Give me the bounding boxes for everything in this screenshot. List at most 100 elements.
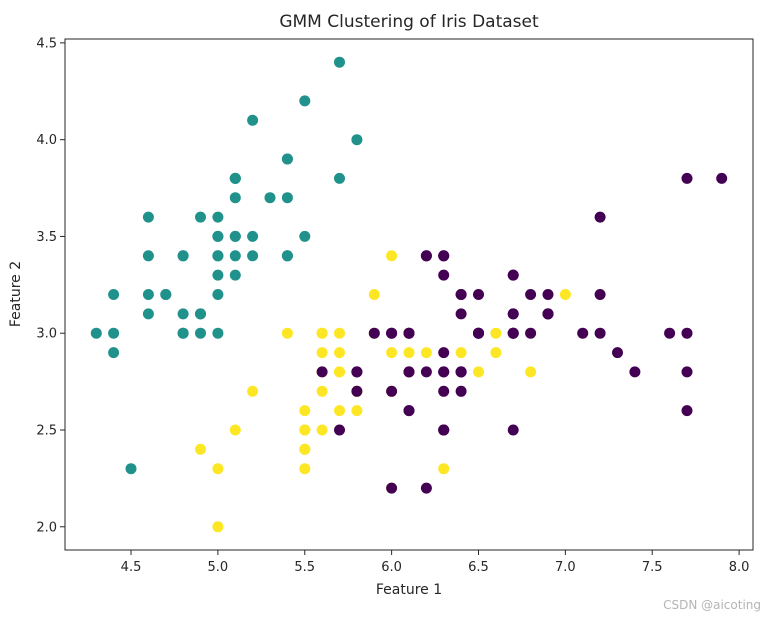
data-point (229, 230, 241, 242)
data-point (247, 230, 259, 242)
data-point (212, 327, 224, 339)
chart-title: GMM Clustering of Iris Dataset (279, 12, 539, 32)
data-point (212, 211, 224, 223)
data-point (229, 192, 241, 204)
data-point (281, 153, 293, 165)
data-point (212, 463, 224, 475)
data-point (212, 230, 224, 242)
data-point (438, 269, 450, 281)
data-point (142, 289, 154, 300)
data-point (420, 482, 432, 494)
data-point (507, 308, 519, 320)
data-point (664, 327, 676, 339)
data-point (299, 424, 311, 436)
data-point (351, 405, 363, 417)
data-point (490, 327, 502, 339)
data-point (177, 308, 189, 320)
data-point (316, 385, 328, 397)
data-point (299, 95, 311, 107)
plot-frame (64, 38, 754, 551)
data-point (247, 114, 259, 126)
data-point (108, 347, 120, 359)
x-tick-label: 5.5 (294, 560, 315, 575)
data-point (316, 347, 328, 359)
data-point (473, 366, 484, 378)
data-point (438, 366, 450, 378)
x-tick-label: 5.0 (208, 560, 229, 575)
data-point (403, 405, 415, 417)
y-tick-label: 2.5 (36, 423, 57, 438)
data-point (160, 289, 172, 300)
data-point (681, 172, 693, 184)
data-point (420, 347, 432, 359)
data-point (334, 56, 345, 68)
data-point (334, 327, 345, 339)
data-point (525, 327, 537, 339)
data-point (351, 134, 363, 146)
y-tick-label: 4.0 (36, 133, 57, 148)
data-point (386, 327, 398, 339)
data-point (455, 366, 467, 378)
data-point (247, 385, 259, 397)
x-tick-label: 7.5 (642, 560, 663, 575)
data-point (403, 347, 415, 359)
data-point (438, 463, 450, 475)
data-point (212, 250, 224, 262)
data-point (525, 289, 537, 300)
data-point (455, 385, 467, 397)
data-point (212, 269, 224, 281)
x-tick-label: 6.5 (468, 560, 489, 575)
data-point (368, 289, 380, 300)
data-point (195, 211, 206, 223)
y-tick-label: 3.5 (36, 230, 57, 245)
data-point (142, 211, 154, 223)
data-point (334, 172, 345, 184)
data-point (229, 172, 241, 184)
data-point (281, 250, 293, 262)
x-axis-label: Feature 1 (376, 582, 442, 598)
data-point (438, 347, 450, 359)
data-point (681, 405, 693, 417)
data-point (542, 289, 554, 300)
data-point (299, 463, 311, 475)
x-tick-label: 7.0 (555, 560, 576, 575)
data-point (299, 230, 311, 242)
data-point (507, 269, 519, 281)
data-point (403, 366, 415, 378)
data-point (195, 308, 206, 320)
data-point (177, 250, 189, 262)
data-point (420, 250, 432, 262)
data-point (473, 327, 484, 339)
y-tick-label: 2.0 (36, 520, 57, 535)
data-point (542, 308, 554, 320)
data-point (577, 327, 589, 339)
data-point (438, 250, 450, 262)
data-point (438, 385, 450, 397)
data-point (142, 250, 154, 262)
data-point (438, 424, 450, 436)
data-point (108, 289, 120, 300)
data-point (247, 250, 259, 262)
data-point (594, 327, 606, 339)
data-point (142, 308, 154, 320)
data-point (351, 366, 363, 378)
data-point (316, 327, 328, 339)
data-point (195, 443, 206, 455)
watermark: CSDN @aicoting (663, 598, 761, 612)
data-point (490, 347, 502, 359)
data-point (299, 405, 311, 417)
data-point (316, 424, 328, 436)
data-point (177, 327, 189, 339)
data-point (473, 289, 484, 300)
x-axis-ticks: 4.5 5.0 5.5 6.0 6.5 7.0 7.5 8.0 (121, 550, 749, 575)
data-point (403, 327, 415, 339)
data-point (229, 424, 241, 436)
data-point (316, 366, 328, 378)
data-point (108, 327, 120, 339)
data-point (455, 308, 467, 320)
data-point (507, 424, 519, 436)
x-tick-label: 4.5 (121, 560, 142, 575)
data-point (334, 405, 345, 417)
data-point (525, 366, 537, 378)
